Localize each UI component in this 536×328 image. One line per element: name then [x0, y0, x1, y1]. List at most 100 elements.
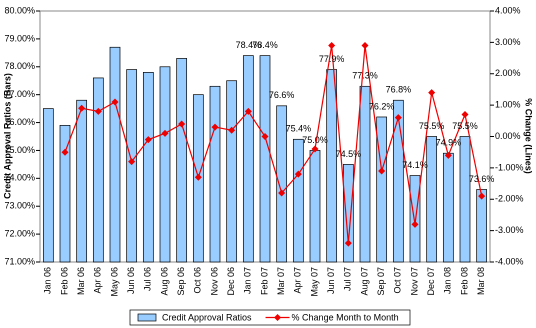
bar	[442, 152, 454, 263]
data-label: 78.4%	[236, 40, 262, 50]
x-tick-label: Feb 08	[459, 267, 469, 295]
marker	[278, 189, 286, 197]
y-tick-label: 72.00%	[4, 228, 35, 238]
data-label: 76.2%	[369, 101, 395, 111]
marker	[128, 158, 136, 166]
x-tick-label: May 06	[109, 267, 119, 297]
marker	[94, 107, 102, 115]
x-tick-label: Oct 06	[193, 267, 203, 294]
marker	[78, 104, 86, 112]
x-tick-label: Dec 07	[426, 267, 436, 296]
marker	[461, 111, 469, 119]
x-tick-label: Feb 06	[59, 267, 69, 295]
x-tick-label: Nov 06	[209, 267, 219, 296]
data-label: 75.4%	[286, 124, 312, 134]
bar	[359, 85, 371, 263]
marker	[61, 148, 69, 156]
y-axis-title: Credit Approval Ratios (Bars)	[2, 73, 12, 199]
legend-swatch	[137, 313, 157, 322]
legend: Credit Approval Ratios % Change Month to …	[129, 309, 411, 326]
bar	[376, 116, 388, 263]
y-tick-label: 71.00%	[4, 256, 35, 266]
data-label: 74.9%	[436, 138, 462, 148]
legend-label: % Change Month to Month	[292, 312, 399, 322]
bar	[409, 175, 421, 263]
legend-marker	[274, 314, 282, 321]
marker	[344, 239, 352, 247]
y2-tick-label: 4.00%	[495, 5, 521, 15]
y2-tick-label: -3.00%	[495, 225, 524, 235]
x-tick-label: Mar 08	[476, 267, 486, 295]
data-label: 75.5%	[419, 121, 445, 131]
marker	[211, 123, 219, 131]
y-tick-label: 78.00%	[4, 61, 35, 71]
bar	[42, 108, 54, 263]
y2-tick-label: -1.00%	[495, 162, 524, 172]
y-tick-label: 74.00%	[4, 173, 35, 183]
marker	[428, 89, 436, 97]
bar	[426, 136, 438, 263]
bar	[292, 138, 304, 263]
x-tick-label: Jan 07	[243, 267, 253, 294]
bar	[209, 85, 221, 263]
y2-tick-label: 0.00%	[495, 131, 521, 141]
y-tick-label: 80.00%	[4, 5, 35, 15]
y-tick-label: 79.00%	[4, 33, 35, 43]
y-tick-label: 73.00%	[4, 201, 35, 211]
marker	[378, 167, 386, 175]
bar	[309, 150, 321, 263]
x-tick-label: Jun 06	[126, 267, 136, 294]
legend-label: Credit Approval Ratios	[162, 312, 252, 322]
bar	[459, 136, 471, 263]
marker	[411, 220, 419, 228]
x-tick-label: Apr 07	[293, 267, 303, 294]
bar	[109, 46, 121, 263]
bar	[326, 69, 338, 263]
y2-tick-label: 3.00%	[495, 37, 521, 47]
x-tick-label: Aug 07	[359, 267, 369, 296]
data-label: 78.4%	[252, 40, 278, 50]
data-label: 75.0%	[302, 135, 328, 145]
bar	[476, 189, 488, 263]
marker	[294, 170, 302, 178]
data-label: 74.5%	[336, 149, 362, 159]
bar	[142, 72, 154, 263]
x-tick-label: Oct 07	[393, 267, 403, 294]
x-tick-label: Aug 06	[159, 267, 169, 296]
bar	[159, 66, 171, 263]
marker	[394, 114, 402, 122]
data-label: 77.3%	[352, 71, 378, 81]
bar	[259, 55, 271, 263]
x-tick-label: Mar 07	[276, 267, 286, 295]
x-tick-label: Jul 07	[343, 267, 353, 291]
marker	[444, 151, 452, 159]
y2-tick-label: -2.00%	[495, 194, 524, 204]
bar	[126, 69, 138, 263]
marker	[478, 192, 486, 200]
marker	[361, 42, 369, 50]
marker	[144, 136, 152, 144]
marker	[178, 120, 186, 128]
x-tick-label: Feb 07	[259, 267, 269, 295]
marker	[194, 173, 202, 181]
y-tick-label: 75.00%	[4, 145, 35, 155]
data-label: 73.6%	[469, 174, 495, 184]
x-tick-label: Jan 06	[43, 267, 53, 294]
data-label: 74.1%	[402, 160, 428, 170]
marker	[228, 126, 236, 134]
bar	[242, 55, 254, 263]
x-tick-label: Jun 07	[326, 267, 336, 294]
bar	[76, 99, 88, 263]
y2-tick-label: 2.00%	[495, 68, 521, 78]
line	[64, 45, 483, 244]
bar	[59, 124, 71, 263]
data-label: 75.5%	[452, 121, 478, 131]
marker	[328, 42, 336, 50]
y2-tick-label: -4.00%	[495, 256, 524, 266]
x-tick-label: Sep 06	[176, 267, 186, 296]
marker	[161, 129, 169, 137]
bar	[342, 164, 354, 263]
marker	[111, 98, 119, 106]
data-label: 77.9%	[319, 54, 345, 64]
